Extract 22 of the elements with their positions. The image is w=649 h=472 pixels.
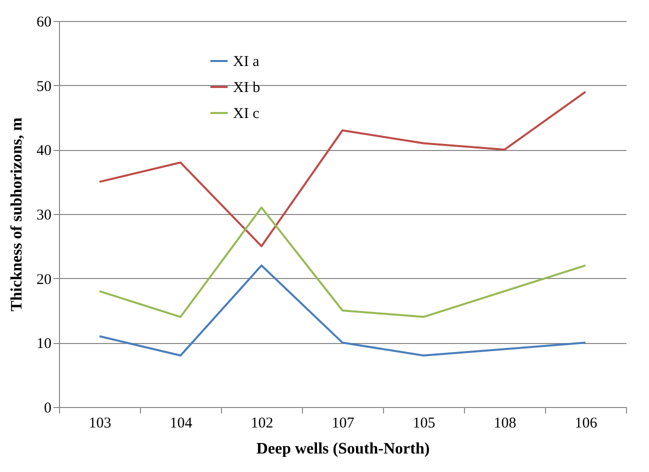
x-tick-label: 107 — [332, 416, 355, 432]
y-tick-label: 0 — [44, 400, 52, 416]
legend-label: XI b — [233, 80, 260, 96]
x-tick-label: 103 — [88, 416, 112, 432]
y-tick-label: 60 — [36, 14, 52, 30]
x-tick-label: 102 — [250, 416, 274, 432]
line-series — [98, 206, 586, 318]
legend-label: XI a — [233, 54, 260, 70]
line-series — [98, 264, 586, 357]
y-tick-label: 40 — [36, 143, 52, 160]
legend-label: XI c — [233, 106, 260, 122]
y-tick-label: 10 — [36, 336, 52, 352]
x-tick-label: 104 — [170, 416, 193, 432]
y-tick-label: 50 — [36, 78, 52, 95]
y-tick-label: 30 — [36, 208, 52, 224]
x-tick-label: 105 — [412, 416, 436, 432]
y-tick-label: 20 — [36, 272, 52, 288]
x-tick-label: 108 — [494, 416, 516, 432]
x-tick-label: 106 — [574, 416, 598, 432]
line-series — [98, 90, 586, 248]
x-axis-title: Deep wells (South-North) — [256, 440, 430, 458]
y-axis-title: Thickness of subhorizons, m — [8, 116, 26, 312]
